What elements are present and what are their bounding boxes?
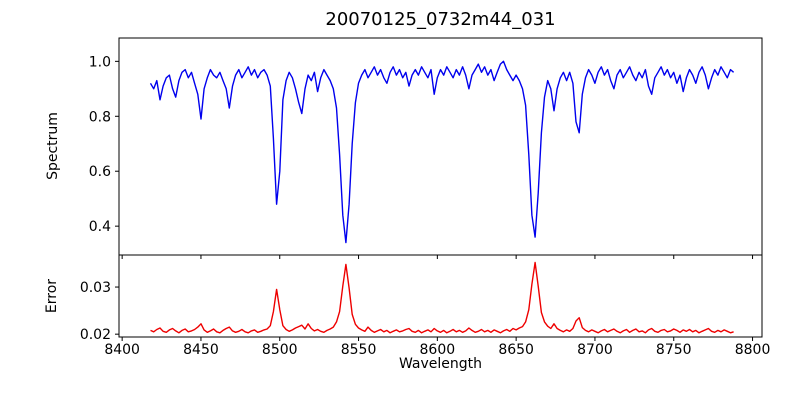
chart-title: 20070125_0732m44_031 <box>325 9 556 30</box>
x-tick-label: 8700 <box>577 342 613 358</box>
x-tick-label: 8550 <box>341 342 377 358</box>
error-line <box>150 261 734 334</box>
x-tick-label: 8800 <box>735 342 771 358</box>
spectrum-axis-label: Spectrum <box>45 112 61 180</box>
x-tick-label: 8600 <box>420 342 456 358</box>
error-axis-label: Error <box>44 278 60 314</box>
y-tick-label: 1.0 <box>89 54 111 70</box>
x-tick-label: 8450 <box>183 342 219 358</box>
x-tick-label: 8400 <box>104 342 140 358</box>
error-panel-frame <box>118 254 763 338</box>
wavelength-axis-label: Wavelength <box>398 356 483 372</box>
y-tick-label: 0.6 <box>89 164 111 180</box>
y-tick-label: 0.03 <box>80 280 111 296</box>
spectrum-line <box>149 60 735 244</box>
x-tick-label: 8750 <box>656 342 692 358</box>
x-tick-label: 8500 <box>262 342 298 358</box>
y-tick-label: 0.02 <box>80 327 111 343</box>
y-tick-label: 0.8 <box>89 109 111 125</box>
x-tick-label: 8650 <box>498 342 534 358</box>
y-tick-label: 0.4 <box>89 219 111 235</box>
